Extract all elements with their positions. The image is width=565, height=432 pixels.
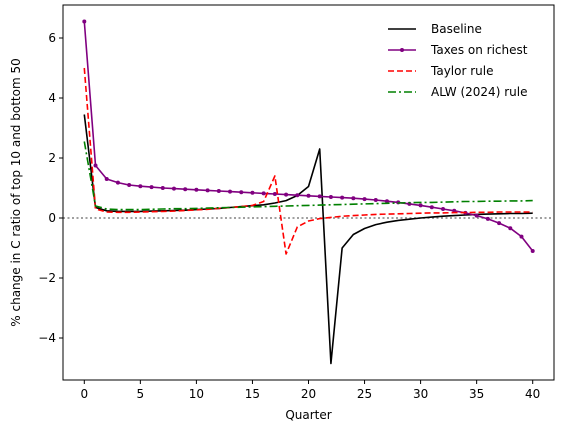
series-point-taxes-on-richest (497, 221, 502, 226)
x-tick-label: 10 (189, 387, 204, 401)
y-tick-label: 6 (48, 31, 56, 45)
plot-frame (62, 4, 555, 381)
series-point-taxes-on-richest (362, 197, 367, 202)
series-point-taxes-on-richest (216, 189, 221, 193)
x-tick-label: 20 (301, 387, 316, 401)
series-point-taxes-on-richest (351, 196, 356, 201)
series-point-taxes-on-richest (183, 187, 188, 192)
series-point-taxes-on-richest (485, 216, 490, 221)
legend-label-baseline: Baseline (431, 22, 482, 36)
series-point-taxes-on-richest (340, 195, 345, 200)
series-point-taxes-on-richest (149, 185, 154, 190)
series-point-taxes-on-richest (474, 213, 479, 218)
series-point-taxes-on-richest (441, 207, 446, 211)
legend-label-alw-2024-rule: ALW (2024) rule (431, 85, 527, 99)
series-point-taxes-on-richest (171, 186, 176, 191)
series-point-taxes-on-richest (295, 193, 300, 198)
series-point-taxes-on-richest (384, 199, 389, 204)
series-line-taylor-rule (83, 67, 533, 255)
series-point-taxes-on-richest (205, 188, 210, 193)
x-axis-ticks: 0 5 10 15 20 25 30 35 40 (80, 380, 540, 401)
x-tick-label: 30 (413, 387, 428, 401)
series-point-taxes-on-richest (239, 190, 244, 195)
x-tick-label: 40 (525, 387, 540, 401)
series-point-taxes-on-richest (250, 190, 255, 195)
legend-label-taxes-on-richest: Taxes on richest (430, 43, 528, 57)
y-tick-label: 4 (48, 91, 56, 105)
y-axis-label: % change in C ratio of top 10 and bottom… (9, 58, 23, 326)
legend: Baseline Taxes on richest Taylor rule ALW (… (388, 22, 528, 99)
series-line-baseline (83, 114, 533, 365)
series-point-taxes-on-richest (272, 192, 277, 196)
series-point-taxes-on-richest (418, 203, 423, 208)
series-point-taxes-on-richest (160, 186, 165, 190)
series-line-alw-2024-rule (83, 141, 533, 211)
series-point-taxes-on-richest (373, 198, 378, 202)
y-axis-ticks: −4 −2 0 2 4 6 (38, 31, 63, 345)
series-point-taxes-on-richest (328, 195, 333, 199)
x-tick-label: 0 (80, 387, 88, 401)
series-point-taxes-on-richest (530, 249, 535, 253)
series-point-taxes-on-richest (228, 189, 233, 194)
legend-marker-taxes-on-richest (400, 48, 404, 52)
series-point-taxes-on-richest (317, 194, 322, 199)
series-point-taxes-on-richest (284, 192, 289, 197)
series-point-taxes-on-richest (104, 177, 109, 181)
x-tick-label: 5 (137, 387, 145, 401)
x-tick-label: 35 (469, 387, 484, 401)
y-tick-label: 2 (48, 151, 56, 165)
series-point-taxes-on-richest (508, 226, 513, 231)
series-point-taxes-on-richest (82, 19, 87, 24)
series-point-taxes-on-richest (93, 163, 98, 168)
series-point-taxes-on-richest (115, 180, 120, 185)
y-tick-label: 0 (48, 211, 56, 225)
x-tick-label: 15 (245, 387, 260, 401)
series-point-taxes-on-richest (194, 187, 199, 192)
series-point-taxes-on-richest (429, 205, 434, 210)
series-point-taxes-on-richest (306, 193, 311, 198)
series-point-taxes-on-richest (519, 234, 524, 239)
series-point-taxes-on-richest (261, 191, 266, 196)
x-axis-label: Quarter (285, 408, 331, 422)
y-tick-label: −2 (38, 271, 56, 285)
series-point-taxes-on-richest (138, 184, 143, 189)
y-tick-label: −4 (38, 331, 56, 345)
series-point-taxes-on-richest (127, 183, 132, 187)
legend-label-taylor-rule: Taylor rule (430, 64, 493, 78)
series-layer (82, 19, 535, 365)
x-tick-label: 25 (357, 387, 372, 401)
